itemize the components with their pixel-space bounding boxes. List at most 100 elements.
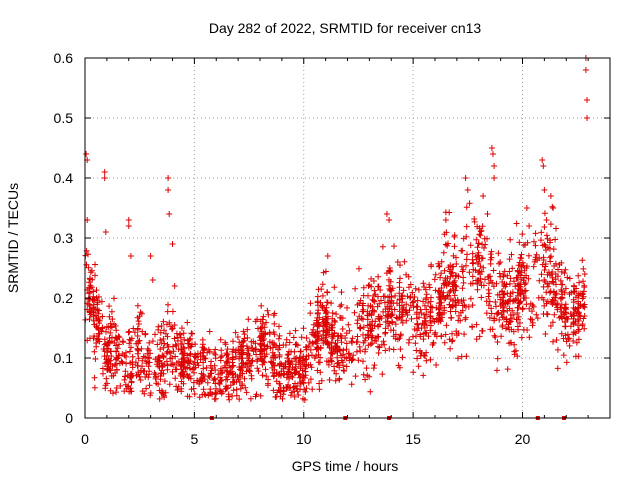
data-point	[452, 297, 459, 304]
data-point	[275, 335, 282, 342]
data-point	[196, 378, 203, 385]
data-point	[171, 335, 178, 342]
data-point	[271, 310, 278, 317]
data-point	[226, 396, 233, 403]
data-point	[142, 330, 149, 337]
data-point	[574, 322, 581, 329]
data-point	[166, 381, 173, 388]
data-point	[547, 237, 554, 244]
data-point	[567, 310, 574, 317]
data-point	[309, 386, 316, 393]
data-point	[178, 370, 184, 377]
data-point	[436, 294, 443, 301]
data-point	[469, 280, 476, 287]
data-point	[164, 366, 171, 373]
data-point	[261, 359, 268, 366]
data-point	[184, 352, 191, 359]
data-point	[155, 326, 162, 333]
data-point	[507, 296, 514, 303]
data-point	[114, 336, 121, 343]
data-point	[523, 301, 530, 308]
data-point	[490, 283, 497, 290]
data-point	[338, 289, 345, 296]
data-point	[423, 291, 430, 298]
data-point	[579, 257, 586, 264]
data-point	[252, 393, 259, 400]
data-point	[310, 326, 317, 333]
data-point	[225, 393, 232, 400]
data-point	[306, 338, 313, 345]
data-point	[211, 396, 218, 403]
data-point	[541, 210, 548, 217]
data-point	[261, 342, 268, 348]
data-point	[369, 303, 376, 310]
data-point	[523, 272, 530, 279]
data-point	[357, 347, 364, 354]
data-point	[506, 280, 513, 287]
data-point	[271, 372, 278, 379]
data-point	[364, 372, 371, 379]
data-point	[438, 285, 445, 291]
data-point	[559, 315, 566, 322]
grid	[85, 58, 610, 418]
data-point	[313, 346, 320, 353]
data-point	[263, 319, 270, 326]
data-point	[546, 254, 553, 261]
data-point	[187, 343, 194, 350]
data-point	[518, 269, 525, 276]
data-point	[515, 326, 522, 333]
data-point	[172, 353, 179, 360]
data-point	[467, 242, 474, 249]
data-point	[334, 348, 341, 355]
data-point	[463, 262, 469, 269]
data-point	[494, 367, 500, 374]
data-point	[417, 333, 424, 340]
data-point	[324, 253, 331, 259]
data-point	[105, 356, 112, 363]
data-point	[149, 338, 156, 345]
data-point	[570, 282, 577, 289]
data-point	[240, 328, 247, 335]
data-point	[334, 337, 341, 344]
y-tick-label: 0.5	[54, 110, 74, 126]
data-point	[101, 169, 108, 175]
data-point	[99, 324, 106, 331]
data-point	[547, 221, 554, 228]
data-point	[581, 313, 588, 319]
data-point	[382, 347, 389, 354]
data-point	[326, 377, 333, 383]
data-point	[435, 306, 442, 313]
x-tick-label: 15	[405, 431, 421, 447]
data-point	[338, 301, 345, 308]
data-point	[146, 359, 153, 366]
data-point	[184, 319, 191, 326]
data-point	[257, 346, 264, 353]
data-point	[237, 367, 244, 374]
data-point	[295, 392, 302, 398]
data-point	[507, 312, 514, 318]
data-point	[200, 359, 207, 366]
data-point	[438, 299, 445, 306]
data-point	[86, 289, 93, 296]
data-point	[470, 266, 477, 273]
data-point	[299, 367, 306, 374]
data-point	[370, 365, 377, 372]
data-point	[536, 277, 543, 284]
x-tick-label: 0	[81, 431, 89, 447]
data-point	[95, 325, 102, 332]
data-point	[349, 335, 356, 342]
data-point	[560, 335, 567, 342]
data-point	[90, 288, 97, 295]
data-point	[245, 350, 252, 357]
data-point	[478, 282, 485, 289]
data-point	[179, 340, 186, 347]
data-point	[363, 365, 370, 372]
data-point	[576, 279, 583, 286]
data-point	[248, 362, 255, 369]
data-point	[485, 273, 492, 280]
data-point	[167, 355, 174, 362]
data-point	[562, 305, 569, 312]
data-point	[543, 217, 550, 223]
data-point	[510, 328, 517, 335]
data-point	[169, 343, 176, 350]
